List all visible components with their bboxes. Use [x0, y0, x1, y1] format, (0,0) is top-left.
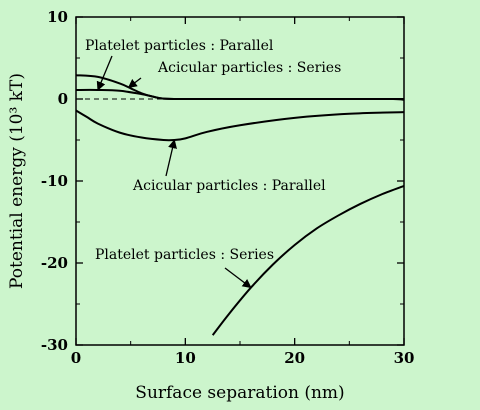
y-tick-label: 0 — [58, 90, 68, 108]
x-tick-label: 0 — [71, 349, 81, 367]
annotation-arrows — [96, 55, 252, 289]
axis-tick-labels: 0 10 20 30 10 0 -10 -20 -30 — [41, 8, 415, 367]
y-axis-label: Potential energy (10³ kT) — [7, 73, 27, 289]
x-axis-label: Surface separation (nm) — [135, 383, 344, 403]
series-line-acicular-series — [75, 74, 405, 101]
series-line-platelet-series — [211, 184, 405, 336]
annotation-acicular-parallel: Acicular particles : Parallel — [132, 178, 326, 194]
series-line-platelet-parallel — [75, 88, 404, 101]
y-tick-label: -20 — [41, 254, 68, 272]
annotation-platelet-series: Platelet particles : Series — [95, 247, 274, 263]
arrow-platelet-series — [224, 267, 252, 289]
series-lines — [75, 74, 405, 336]
axis-ticks — [75, 16, 405, 346]
x-tick-label: 20 — [284, 349, 305, 367]
arrow-acicular-series — [127, 77, 142, 89]
y-tick-label: -10 — [41, 172, 68, 190]
y-tick-label: 10 — [47, 8, 68, 26]
series-line-acicular-parallel — [75, 109, 405, 142]
y-tick-label: -30 — [41, 336, 68, 354]
x-tick-label: 30 — [394, 349, 415, 367]
annotation-acicular-series: Acicular particles : Series — [157, 60, 341, 76]
annotation-platelet-parallel: Platelet particles : Parallel — [85, 38, 274, 54]
arrow-platelet-parallel — [96, 55, 113, 91]
x-tick-label: 10 — [175, 349, 196, 367]
arrow-acicular-parallel — [165, 139, 177, 177]
